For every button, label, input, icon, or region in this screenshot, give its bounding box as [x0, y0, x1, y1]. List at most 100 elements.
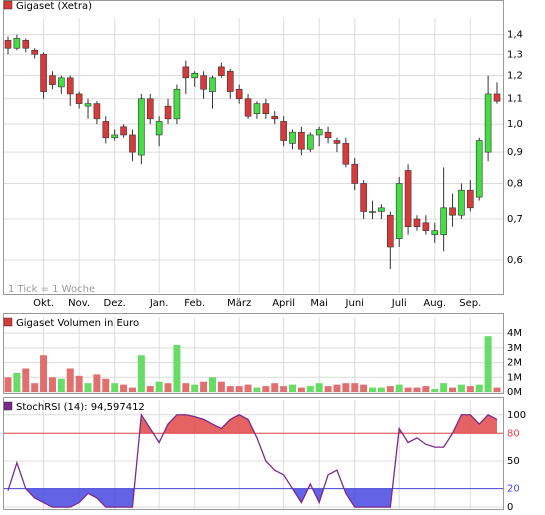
bar	[164, 383, 172, 392]
candle-body	[102, 121, 110, 139]
chart-title: Gigaset Volumen in Euro	[16, 318, 139, 329]
y-tick-label: 2M	[507, 358, 522, 369]
bar	[111, 383, 119, 392]
bar	[128, 387, 136, 392]
candle-body	[387, 214, 394, 248]
candle-body	[289, 131, 296, 144]
bar	[289, 384, 297, 392]
candle-body	[129, 134, 136, 153]
candle-body	[369, 211, 376, 213]
candle-body	[440, 207, 447, 235]
bar	[173, 344, 181, 392]
candle-body	[333, 140, 341, 144]
y-tick-label: 1,3	[507, 49, 523, 60]
candle-body	[244, 98, 252, 117]
y-tick-label: 0,7	[507, 214, 523, 225]
bar	[369, 387, 377, 392]
candle-body	[75, 93, 83, 104]
x-tick-label: Juni	[345, 298, 364, 309]
candle-body	[226, 70, 234, 92]
bar	[342, 383, 350, 392]
note: 1 Tick = 1 Woche	[8, 284, 95, 295]
bar	[280, 386, 288, 392]
x-tick-label: April	[272, 298, 295, 309]
bar	[333, 384, 341, 392]
legend-swatch	[3, 401, 13, 411]
candle-body	[475, 140, 483, 198]
candle-body	[262, 103, 270, 114]
candle-body	[84, 103, 92, 107]
bar	[57, 378, 65, 392]
candle-body	[218, 66, 225, 76]
candle-body	[378, 207, 385, 212]
x-tick-label: Sep.	[459, 298, 481, 309]
candle-body	[484, 93, 492, 153]
line	[7, 412, 498, 508]
legend-swatch	[3, 0, 13, 10]
bar	[13, 372, 21, 392]
bar	[146, 386, 154, 392]
panel-frame	[3, 0, 504, 295]
bar	[31, 383, 39, 392]
candle-body	[458, 189, 465, 216]
candle-body	[66, 77, 74, 95]
candle-body	[22, 40, 30, 49]
bar	[93, 374, 101, 392]
bar	[226, 386, 234, 392]
candle-body	[306, 134, 314, 150]
candle-body	[155, 121, 163, 136]
bar	[262, 386, 270, 392]
bar	[84, 383, 92, 392]
candle-body	[173, 88, 181, 120]
bar	[449, 387, 457, 392]
panel-frame	[3, 397, 504, 510]
candle-body	[146, 98, 154, 120]
bar	[22, 368, 30, 392]
candle-body	[315, 129, 323, 136]
bar	[395, 384, 403, 392]
candle-body	[413, 218, 421, 227]
x-tick-label: Dez.	[104, 298, 126, 309]
candle-body	[58, 77, 65, 88]
y-tick-label: 1,0	[507, 119, 523, 130]
y-tick-label: 0	[507, 502, 513, 513]
bar	[351, 383, 359, 392]
y-tick-label: 100	[507, 410, 526, 421]
candle-body	[209, 77, 216, 92]
y-tick-label: 0,8	[507, 178, 523, 189]
candle-body	[138, 98, 145, 156]
y-tick-label: 1,1	[507, 94, 523, 105]
bar	[235, 386, 243, 392]
bar	[404, 387, 412, 392]
candle-body	[449, 207, 456, 216]
bar	[457, 384, 465, 392]
x-tick-label: Jan.	[149, 298, 169, 309]
candle-body	[404, 170, 412, 227]
x-tick-label: Juli	[391, 298, 407, 309]
candle-body	[120, 126, 127, 136]
candle-body	[40, 53, 47, 92]
bar	[244, 384, 252, 392]
y-tick-label: 50	[507, 456, 520, 467]
candle-body	[467, 189, 474, 209]
candle-body	[253, 103, 261, 114]
bar	[102, 378, 110, 392]
y-tick-label: 4M	[507, 328, 522, 339]
candle-body	[351, 163, 359, 184]
chart-title: StochRSI (14): 94,597412	[16, 402, 145, 413]
y-tick-label: 1M	[507, 372, 522, 383]
bar	[422, 386, 430, 392]
bar	[431, 389, 439, 392]
marks	[4, 34, 503, 508]
candle-body	[280, 121, 287, 141]
bar	[271, 383, 279, 392]
candle-body	[342, 143, 350, 165]
x-tick-label: Nov.	[68, 298, 90, 309]
y-tick-label: 0,9	[507, 147, 523, 158]
bar	[66, 368, 74, 392]
bar	[4, 377, 12, 392]
bar	[306, 386, 314, 392]
y-tick-label: 20	[507, 484, 520, 495]
candle-body	[4, 40, 12, 49]
